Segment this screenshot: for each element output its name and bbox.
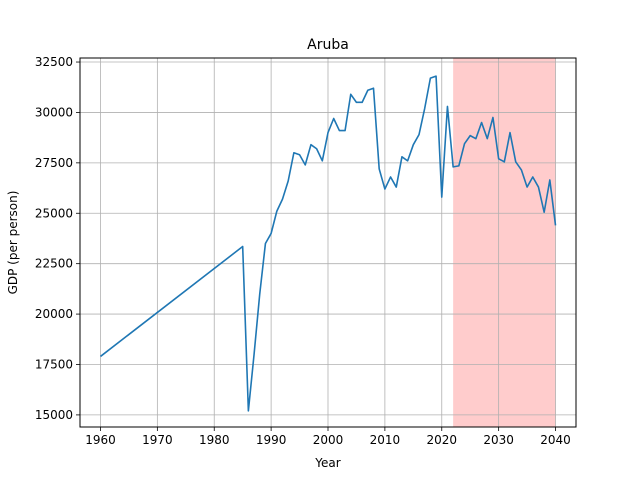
y-tick-label: 17500: [35, 357, 73, 371]
chart-title: Aruba: [307, 37, 349, 53]
y-tick-label: 32500: [35, 55, 73, 69]
y-tick-label: 20000: [35, 307, 73, 321]
x-tick-label: 2040: [540, 433, 571, 447]
y-tick-label: 15000: [35, 408, 73, 422]
forecast-shaded-region: [453, 58, 556, 427]
gdp-series-line: [99, 75, 557, 412]
x-axis-label: Year: [314, 456, 340, 470]
x-tick-label: 1990: [256, 433, 287, 447]
y-tick-label: 22500: [35, 257, 73, 271]
y-tick-label: 27500: [35, 156, 73, 170]
x-tick-label: 2020: [426, 433, 457, 447]
y-axis-label: GDP (per person): [6, 191, 20, 295]
y-tick-label: 25000: [35, 206, 73, 220]
x-tick-label: 1980: [199, 433, 230, 447]
x-tick-label: 1960: [85, 433, 116, 447]
x-tick-label: 1970: [142, 433, 173, 447]
x-tick-label: 2010: [370, 433, 401, 447]
x-tick-label: 2000: [313, 433, 344, 447]
x-tick-label: 2030: [483, 433, 514, 447]
y-tick-label: 30000: [35, 105, 73, 119]
